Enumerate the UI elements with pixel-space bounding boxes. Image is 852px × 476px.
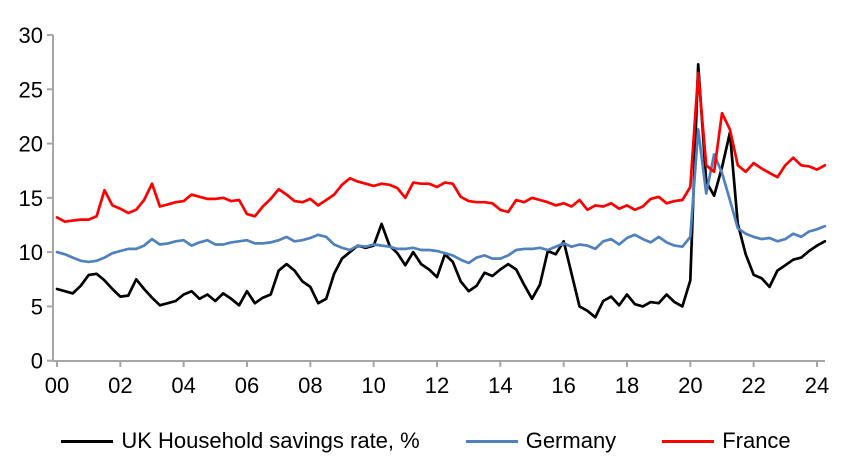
x-axis-tick-label: 22 <box>741 373 765 398</box>
y-axis-tick-label: 20 <box>19 132 43 157</box>
x-axis-tick-label: 20 <box>678 373 702 398</box>
x-axis-tick-label: 04 <box>171 373 195 398</box>
legend-label-germany: Germany <box>525 428 617 453</box>
x-axis-tick-label: 16 <box>551 373 575 398</box>
x-axis-tick-label: 24 <box>805 373 829 398</box>
legend-label-uk: UK Household savings rate, % <box>121 428 420 453</box>
x-axis-tick-label: 10 <box>361 373 385 398</box>
x-axis-tick-label: 18 <box>615 373 639 398</box>
germany-line-swatch <box>465 439 518 443</box>
x-axis-tick-label: 08 <box>298 373 322 398</box>
chart-legend: UK Household savings rate, % Germany Fra… <box>0 425 852 457</box>
series-line-france <box>55 71 827 224</box>
x-axis-tick-label: 00 <box>45 373 69 398</box>
series-line-germany <box>55 128 827 265</box>
legend-item-france: France <box>662 428 791 454</box>
legend-label-france: France <box>722 428 791 453</box>
uk-line-swatch <box>61 439 114 443</box>
legend-item-uk: UK Household savings rate, % <box>61 428 420 454</box>
y-axis-tick-label: 15 <box>19 186 43 211</box>
y-axis-tick-label: 30 <box>19 23 43 48</box>
x-axis-tick-label: 14 <box>488 373 512 398</box>
series-line-uk <box>55 62 827 319</box>
france-line-swatch <box>662 439 715 443</box>
y-axis-tick-label: 25 <box>19 77 43 102</box>
y-axis-tick-label: 10 <box>19 240 43 265</box>
x-axis-tick-label: 12 <box>425 373 449 398</box>
x-axis-tick-label: 06 <box>235 373 259 398</box>
y-axis-tick-label: 5 <box>31 294 43 319</box>
x-axis-tick-label: 02 <box>108 373 132 398</box>
legend-item-germany: Germany <box>465 428 617 454</box>
y-axis-tick-label: 0 <box>31 349 43 374</box>
